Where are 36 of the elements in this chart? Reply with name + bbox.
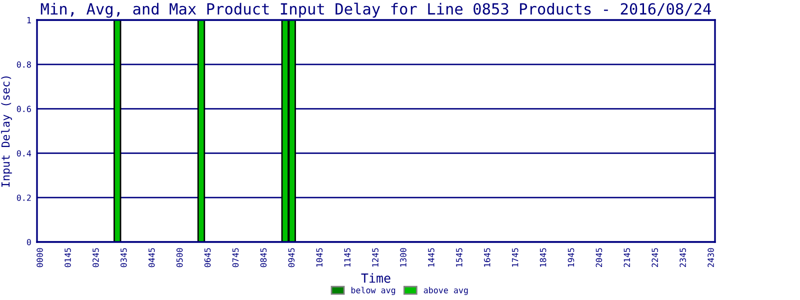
y-axis-title: Input Delay (sec)	[1, 76, 12, 187]
x-tick-label: 1245	[372, 248, 378, 267]
x-tick-label: 2045	[596, 248, 602, 268]
y-tick-label: 0.4	[16, 150, 32, 157]
x-tick-label: 0000	[36, 248, 43, 268]
y-tick-label: 1	[27, 17, 31, 24]
y-tick-label: 0.8	[16, 61, 31, 68]
x-tick-label: 0445	[148, 248, 155, 268]
x-tick-label: 0500	[176, 248, 183, 268]
x-tick-label: 0345	[120, 248, 127, 268]
x-tick-label: 1645	[484, 248, 490, 267]
x-tick-label: 2430	[708, 248, 714, 268]
x-axis-title: Time	[361, 273, 390, 283]
x-tick-label: 0745	[232, 248, 239, 268]
x-tick-label: 1445	[428, 248, 434, 267]
x-tick-label: 1745	[512, 248, 518, 267]
x-tick-label: 0245	[92, 248, 99, 268]
x-tick-label: 0645	[204, 248, 211, 268]
legend-label: below avg	[351, 286, 396, 295]
x-tick-label: 2145	[624, 248, 630, 268]
y-tick-label: 0.2	[16, 194, 31, 201]
x-tick-label: 0145	[64, 248, 71, 268]
x-tick-label: 2245	[652, 248, 658, 268]
legend-label: above avg	[424, 286, 468, 295]
x-tick-label: 0945	[288, 248, 295, 268]
y-tick-label: 0.6	[16, 106, 31, 112]
chart-title: Min, Avg, and Max Product Input Delay for Line 0853 Products - 2016/08/24	[40, 2, 712, 18]
x-tick-label: 2345	[680, 248, 686, 268]
x-tick-label: 1145	[344, 248, 350, 267]
x-tick-label: 0845	[260, 248, 267, 268]
x-tick-label: 1300	[400, 248, 406, 267]
x-tick-label: 1045	[316, 248, 323, 267]
x-tick-label: 1945	[568, 248, 574, 267]
x-tick-label: 1845	[540, 248, 546, 267]
x-tick-label: 1545	[456, 248, 462, 267]
y-tick-label: 0	[26, 239, 31, 246]
